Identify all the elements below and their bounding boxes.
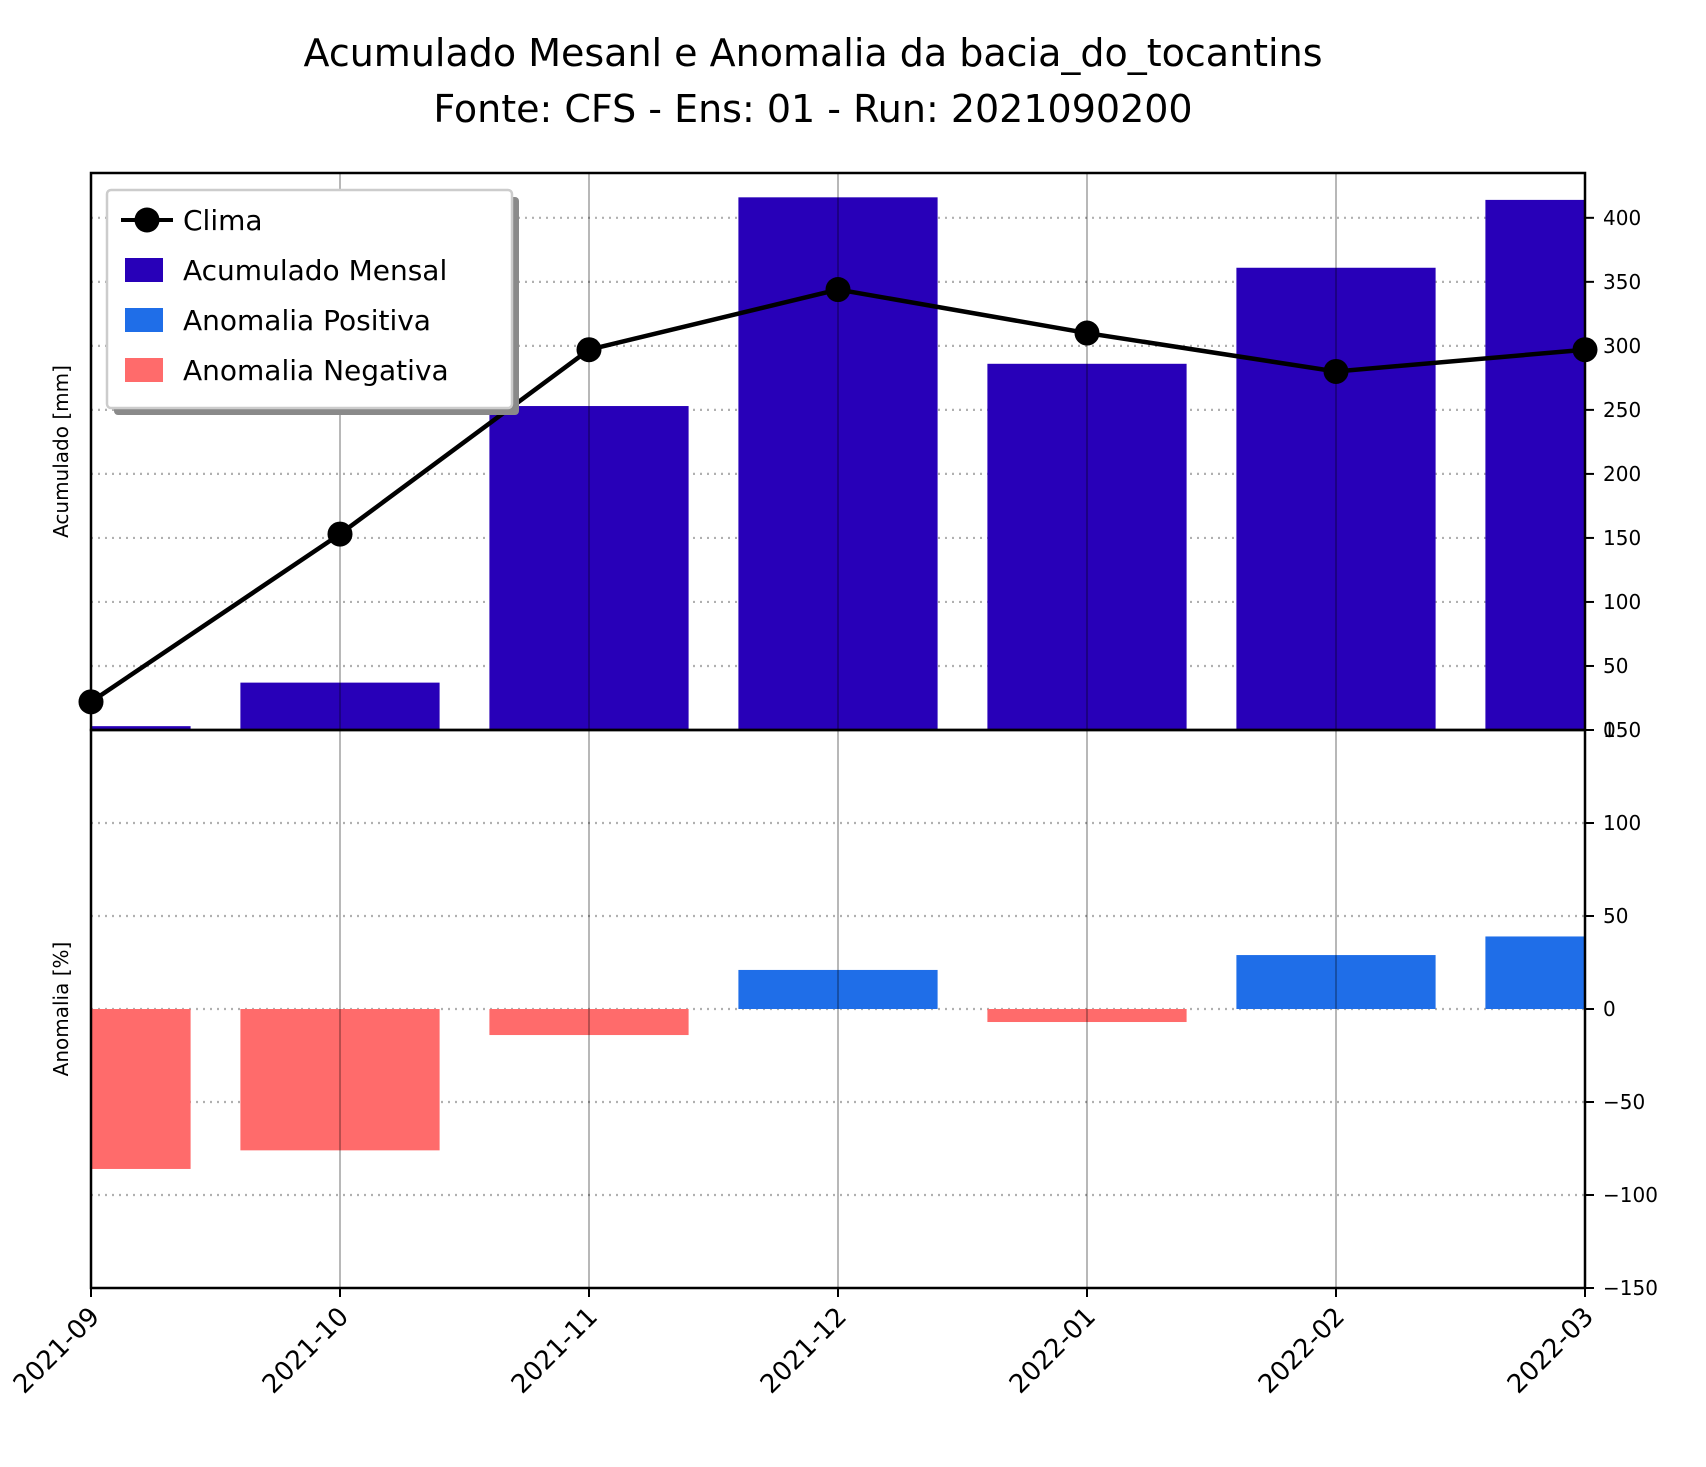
bottom-ytick-label: −150 — [1603, 1276, 1658, 1300]
clima-point — [576, 337, 602, 363]
xtick-label: 2021-12 — [755, 1302, 853, 1400]
acumulado-bar — [489, 406, 689, 730]
anomalia-negativa-bar — [240, 1009, 440, 1151]
top-ylabel: Acumulado [mm] — [49, 365, 73, 538]
top-ytick-label: 300 — [1603, 334, 1641, 358]
anomalia-positiva-bar — [1236, 955, 1436, 1009]
acumulado-bar — [1485, 199, 1585, 730]
xtick-label: 2022-01 — [1004, 1302, 1102, 1400]
anomalia-negativa-bar — [987, 1009, 1187, 1023]
xtick-label: 2022-03 — [1502, 1302, 1600, 1400]
xtick-label: 2022-02 — [1253, 1302, 1351, 1400]
legend-positiva-swatch — [125, 308, 163, 332]
anomalia-negativa-bar — [91, 1009, 191, 1169]
legend-label: Anomalia Negativa — [183, 354, 449, 387]
legend-label: Anomalia Positiva — [183, 304, 431, 337]
clima-point — [327, 521, 353, 547]
top-ytick-label: 50 — [1603, 654, 1628, 678]
anomalia-positiva-bar — [738, 969, 938, 1009]
bottom-ytick-label: 50 — [1603, 904, 1628, 928]
legend-box — [105, 188, 514, 410]
xtick-label: 2021-09 — [8, 1302, 106, 1400]
anomalia-positiva-bar — [1485, 936, 1585, 1009]
top-ytick-label: 400 — [1603, 206, 1641, 230]
xtick-label: 2021-11 — [506, 1302, 604, 1400]
top-ytick-label: 350 — [1603, 270, 1641, 294]
bottom-panel: −150 −100 −50 0 50 100 150 Anomalia [%] — [49, 718, 1658, 1300]
clima-point — [825, 277, 851, 303]
legend-label: Clima — [183, 204, 263, 237]
acumulado-bar — [1236, 267, 1436, 730]
legend-negativa-swatch — [125, 358, 163, 382]
bottom-ytick-label: −100 — [1603, 1183, 1658, 1207]
chart-title-line2: Fonte: CFS - Ens: 01 - Run: 2021090200 — [433, 87, 1192, 131]
xtick-label: 2021-10 — [257, 1302, 355, 1400]
bottom-plot-area — [91, 936, 1585, 1169]
bottom-ylabel: Anomalia [%] — [49, 942, 73, 1077]
legend: Clima Acumulado Mensal Anomalia Positiva An… — [105, 188, 519, 415]
top-ytick-label: 200 — [1603, 462, 1641, 486]
top-panel: 0 50 100 150 200 250 300 350 400 Acumulado [mm] — [49, 171, 1641, 742]
legend-clima-marker — [134, 207, 160, 233]
acumulado-bar — [91, 726, 191, 730]
acumulado-bar — [987, 363, 1187, 730]
top-ytick-label: 150 — [1603, 526, 1641, 550]
top-plot-area — [91, 197, 1585, 730]
acumulado-bar — [240, 682, 440, 730]
bottom-ytick-label: 150 — [1603, 718, 1641, 742]
top-ytick-label: 100 — [1603, 590, 1641, 614]
bottom-ytick-label: −50 — [1603, 1090, 1645, 1114]
anomalia-negativa-bar — [489, 1009, 689, 1036]
chart-title-line1: Acumulado Mesanl e Anomalia da bacia_do_… — [304, 31, 1323, 75]
legend-label: Acumulado Mensal — [183, 254, 447, 287]
top-ytick-label: 0 — [1603, 718, 1616, 742]
top-ytick-label: 250 — [1603, 398, 1641, 422]
clima-point — [1323, 358, 1349, 384]
legend-acumulado-swatch — [125, 258, 163, 282]
bottom-ytick-label: 0 — [1603, 997, 1616, 1021]
clima-point — [1074, 320, 1100, 346]
bottom-ytick-label: 100 — [1603, 811, 1641, 835]
